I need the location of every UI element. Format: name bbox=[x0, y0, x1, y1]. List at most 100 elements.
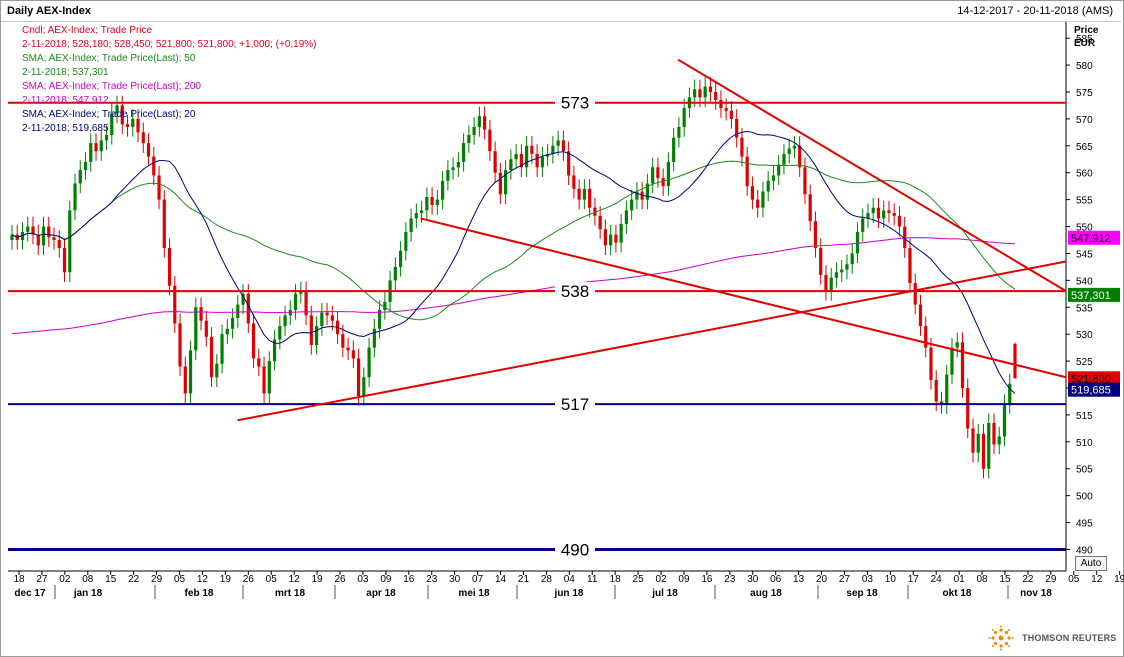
candle-body bbox=[472, 126, 476, 136]
candle-body bbox=[950, 347, 954, 375]
candle-body bbox=[215, 363, 219, 378]
auto-scale-button[interactable]: Auto bbox=[1075, 556, 1107, 571]
y-axis-unit: Price EUR bbox=[1074, 24, 1098, 50]
candle-body bbox=[787, 148, 791, 154]
candle-body bbox=[425, 196, 429, 211]
candle-body bbox=[756, 199, 760, 208]
x-tick-label: 26 bbox=[243, 574, 255, 585]
candle-body bbox=[955, 342, 959, 348]
candle-body bbox=[188, 350, 193, 394]
x-tick-label: 13 bbox=[793, 574, 805, 585]
candle-body bbox=[493, 151, 497, 173]
trendline bbox=[237, 260, 1067, 422]
brand-logo: THOMSON REUTERS bbox=[986, 625, 1116, 651]
x-tick-label: 21 bbox=[518, 574, 530, 585]
candle-body bbox=[714, 91, 718, 101]
level-label: 490 bbox=[561, 540, 589, 559]
candle-body bbox=[299, 291, 303, 294]
candle-body bbox=[561, 140, 565, 152]
x-tick-label: 05 bbox=[1068, 574, 1080, 585]
candle-body bbox=[110, 113, 114, 136]
candle-body bbox=[83, 161, 88, 171]
candle-body bbox=[430, 196, 434, 205]
x-tick-label: 18 bbox=[13, 574, 25, 585]
x-tick-label: 19 bbox=[312, 574, 324, 585]
candle-body bbox=[194, 307, 198, 351]
y-tick-label: 500 bbox=[1076, 492, 1093, 503]
candle-body bbox=[745, 156, 749, 187]
candle-body bbox=[845, 264, 849, 270]
value-tag-label: 537,301 bbox=[1071, 290, 1111, 302]
candle-body bbox=[829, 277, 833, 292]
candle-body bbox=[393, 266, 397, 281]
x-tick-label: 05 bbox=[266, 574, 278, 585]
x-tick-label: 23 bbox=[426, 574, 438, 585]
candle-body bbox=[36, 234, 40, 246]
plot-area bbox=[8, 22, 1066, 571]
candle-body bbox=[236, 304, 240, 319]
candle-body bbox=[645, 183, 650, 200]
candle-body bbox=[630, 199, 634, 211]
candle-body bbox=[141, 132, 145, 144]
candle-body bbox=[278, 326, 282, 340]
candle-body bbox=[525, 145, 529, 168]
candle-body bbox=[719, 100, 723, 109]
candle-body bbox=[183, 366, 187, 394]
candle-body bbox=[887, 210, 891, 214]
y-tick-label: 530 bbox=[1076, 330, 1093, 341]
y-axis: 4904955005055105155205255305355405455505… bbox=[1065, 22, 1093, 571]
x-tick-label: 25 bbox=[633, 574, 645, 585]
candle-body bbox=[89, 143, 93, 162]
candle-body bbox=[267, 361, 271, 394]
month-label: mei 18 bbox=[458, 588, 490, 599]
y-tick-label: 505 bbox=[1076, 465, 1093, 476]
value-tag-bg bbox=[1068, 287, 1120, 302]
candle-body bbox=[136, 118, 140, 133]
candle-body bbox=[225, 328, 229, 335]
candle-body bbox=[897, 215, 902, 227]
y-axis-unit-currency: EUR bbox=[1074, 38, 1096, 49]
candle-body bbox=[792, 145, 797, 149]
trendline bbox=[677, 58, 1067, 292]
candle-body bbox=[251, 323, 256, 359]
x-tick-label: 09 bbox=[380, 574, 392, 585]
value-tag-label: 547,912 bbox=[1071, 233, 1111, 245]
candle-body bbox=[677, 126, 681, 138]
value-tag-bg bbox=[1068, 230, 1120, 245]
candle-body bbox=[152, 156, 156, 176]
candle-body bbox=[199, 307, 203, 321]
candle-body bbox=[624, 210, 629, 224]
horizontal-levels: 573 538 517 490 bbox=[8, 93, 1066, 559]
candle-body bbox=[356, 358, 361, 397]
x-tick-label: 12 bbox=[197, 574, 209, 585]
candle-body bbox=[992, 422, 996, 445]
x-tick-label: 07 bbox=[472, 574, 484, 585]
candle-body bbox=[588, 188, 592, 208]
legend-candle-values: 2-11-2018; 528,180; 528,450; 521,800; 52… bbox=[22, 39, 317, 50]
x-tick-label: 20 bbox=[816, 574, 828, 585]
candle-body bbox=[304, 291, 308, 316]
x-tick-label: 24 bbox=[931, 574, 943, 585]
candle-body bbox=[157, 175, 161, 200]
title-bar: Daily AEX-Index 14-12-2017 - 20-11-2018 … bbox=[1, 1, 1121, 22]
candle-body bbox=[362, 377, 366, 397]
value-tag-bg bbox=[1068, 382, 1120, 397]
candle-body bbox=[1002, 404, 1007, 437]
level-label: 538 bbox=[561, 282, 589, 301]
candle-body bbox=[666, 161, 671, 187]
candle-body bbox=[635, 191, 639, 200]
candle-body bbox=[498, 172, 502, 195]
candle-body bbox=[934, 379, 938, 402]
x-axis: 18 27 02 08 15 22 29 05 12 19 26 05 12 19 26 03 09 16 23 30… bbox=[8, 570, 1124, 599]
candle-body bbox=[209, 336, 214, 378]
candle-body bbox=[960, 342, 965, 388]
y-tick-label: 545 bbox=[1076, 249, 1093, 260]
candle-body bbox=[94, 143, 98, 152]
candle-body bbox=[1013, 343, 1017, 379]
x-tick-label: 08 bbox=[976, 574, 988, 585]
month-label: mrt 18 bbox=[275, 588, 305, 599]
sma200-line bbox=[11, 237, 1016, 335]
candle-body bbox=[577, 188, 581, 200]
